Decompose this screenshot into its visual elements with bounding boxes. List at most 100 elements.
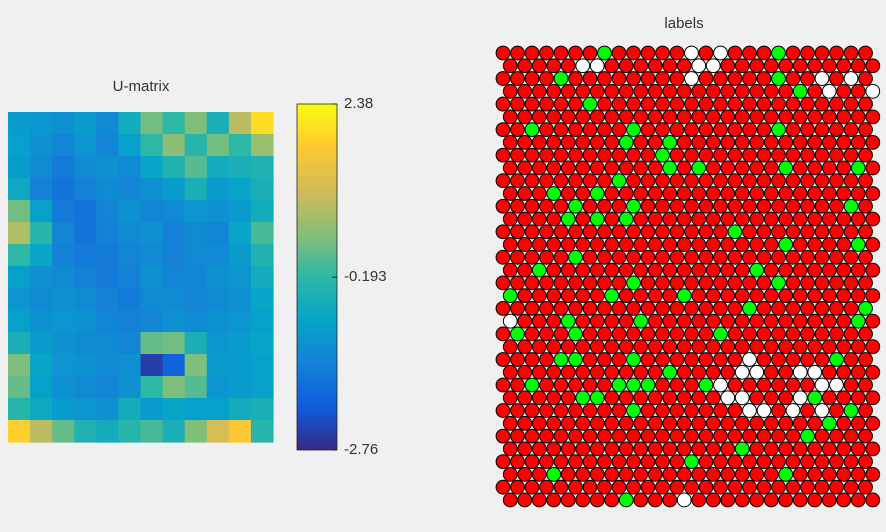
default-cell xyxy=(524,147,540,163)
default-cell xyxy=(829,96,844,112)
default-cell xyxy=(814,428,830,444)
default-cell xyxy=(611,71,627,86)
u-cell xyxy=(74,178,97,201)
u-cell xyxy=(162,178,186,201)
default-cell xyxy=(568,147,583,163)
u-cell xyxy=(162,156,186,179)
default-cell xyxy=(858,454,873,470)
u-cell xyxy=(228,178,252,201)
default-cell xyxy=(539,454,554,470)
default-cell xyxy=(531,467,547,482)
default-cell xyxy=(640,198,656,214)
default-cell xyxy=(836,313,852,329)
u-cell xyxy=(118,420,142,443)
default-cell xyxy=(640,71,656,86)
default-cell xyxy=(792,58,808,74)
default-cell xyxy=(560,109,576,125)
label-cell xyxy=(604,288,620,304)
default-cell xyxy=(698,326,714,342)
default-cell xyxy=(807,134,823,150)
default-cell xyxy=(771,377,786,393)
label-cell xyxy=(611,377,627,393)
default-cell xyxy=(531,83,547,99)
default-cell xyxy=(626,173,641,189)
default-cell xyxy=(691,109,707,125)
default-cell xyxy=(647,339,663,355)
label-cell xyxy=(568,249,583,265)
default-cell xyxy=(698,96,714,112)
default-cell xyxy=(553,224,569,240)
u-cell xyxy=(118,288,142,311)
label-cell xyxy=(589,58,605,74)
default-cell xyxy=(510,403,525,418)
default-cell xyxy=(763,313,779,329)
u-cell xyxy=(96,398,120,421)
default-cell xyxy=(843,224,859,240)
u-cell xyxy=(250,200,274,223)
default-cell xyxy=(829,428,844,444)
default-cell xyxy=(510,122,525,138)
default-cell xyxy=(640,403,656,418)
default-cell xyxy=(676,364,692,380)
default-cell xyxy=(756,147,772,163)
default-cell xyxy=(597,454,612,470)
default-cell xyxy=(814,326,830,342)
default-cell xyxy=(568,454,583,470)
default-cell xyxy=(691,467,707,482)
default-cell xyxy=(865,58,881,74)
default-cell xyxy=(792,467,808,482)
default-cell xyxy=(517,339,533,355)
default-cell xyxy=(669,71,685,86)
default-cell xyxy=(763,58,779,74)
label-cell xyxy=(778,237,794,252)
default-cell xyxy=(814,45,830,61)
default-cell xyxy=(698,479,714,495)
default-cell xyxy=(626,71,641,86)
default-cell xyxy=(655,377,670,393)
label-cell xyxy=(829,377,844,393)
label-cell xyxy=(843,198,859,214)
default-cell xyxy=(691,390,707,406)
default-cell xyxy=(502,58,518,74)
default-cell xyxy=(575,83,591,99)
default-cell xyxy=(539,198,554,214)
u-cell xyxy=(206,420,230,443)
default-cell xyxy=(546,262,562,278)
default-cell xyxy=(560,186,576,201)
default-cell xyxy=(705,160,721,176)
u-cell xyxy=(8,112,31,135)
default-cell xyxy=(676,415,692,431)
default-cell xyxy=(850,364,866,380)
default-cell xyxy=(684,352,699,367)
u-cell xyxy=(140,178,164,201)
default-cell xyxy=(807,441,823,457)
default-cell xyxy=(604,58,620,74)
default-cell xyxy=(778,313,794,329)
default-cell xyxy=(691,262,707,278)
default-cell xyxy=(589,237,605,252)
default-cell xyxy=(807,339,823,355)
default-cell xyxy=(611,428,627,444)
default-cell xyxy=(698,147,714,163)
default-cell xyxy=(720,339,736,355)
default-cell xyxy=(763,390,779,406)
default-cell xyxy=(800,403,815,418)
u-cell xyxy=(250,266,274,289)
u-cell xyxy=(184,178,208,201)
default-cell xyxy=(836,160,852,176)
default-cell xyxy=(821,441,837,457)
default-cell xyxy=(676,160,692,176)
u-cell xyxy=(140,112,164,135)
default-cell xyxy=(814,224,830,240)
default-cell xyxy=(524,45,540,61)
label-cell xyxy=(785,403,801,418)
default-cell xyxy=(560,492,576,508)
default-cell xyxy=(510,301,525,316)
default-cell xyxy=(582,45,598,61)
u-cell xyxy=(184,200,208,223)
u-cell xyxy=(228,200,252,223)
u-cell xyxy=(8,354,31,377)
default-cell xyxy=(684,122,699,138)
default-cell xyxy=(829,326,844,342)
default-cell xyxy=(676,58,692,74)
